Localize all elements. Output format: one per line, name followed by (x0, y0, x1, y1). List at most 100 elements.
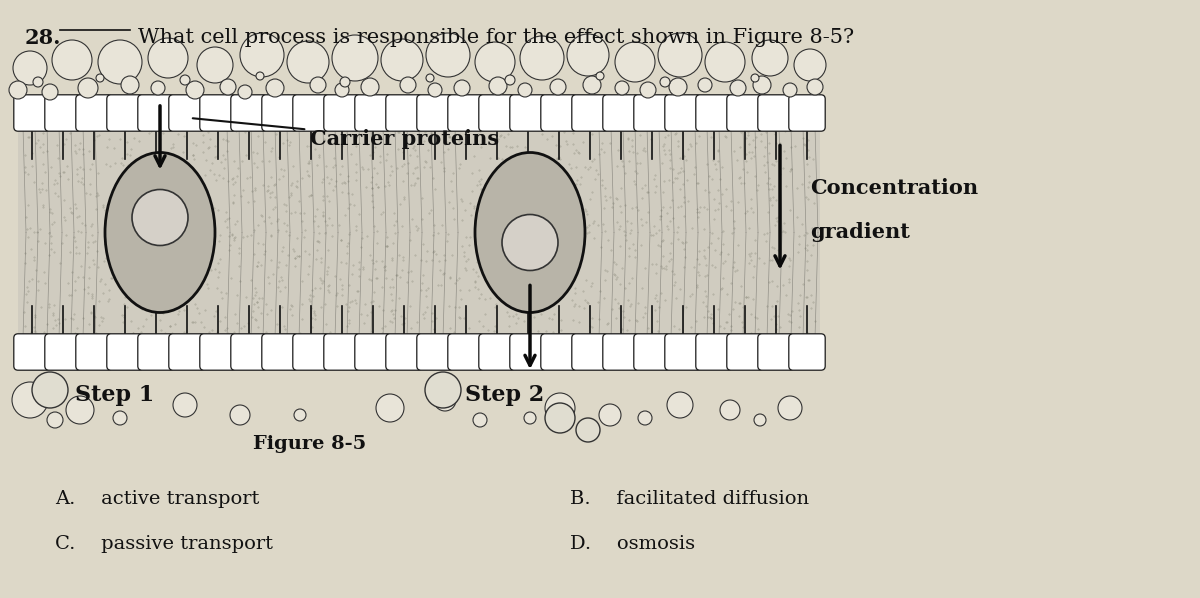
FancyBboxPatch shape (293, 334, 329, 370)
Circle shape (720, 400, 740, 420)
Circle shape (382, 39, 424, 81)
Ellipse shape (475, 152, 586, 313)
Text: What cell process is responsible for the effect shown in Figure 8-5?: What cell process is responsible for the… (138, 28, 854, 47)
Text: Step 2: Step 2 (466, 384, 545, 406)
Circle shape (502, 215, 558, 270)
FancyBboxPatch shape (541, 334, 577, 370)
Circle shape (180, 75, 190, 85)
FancyBboxPatch shape (14, 334, 50, 370)
FancyBboxPatch shape (788, 95, 826, 131)
FancyBboxPatch shape (44, 95, 82, 131)
FancyBboxPatch shape (510, 95, 546, 131)
Text: D.  osmosis: D. osmosis (570, 535, 695, 553)
Circle shape (670, 78, 686, 96)
FancyBboxPatch shape (602, 95, 640, 131)
Circle shape (426, 33, 470, 77)
FancyBboxPatch shape (355, 334, 391, 370)
FancyBboxPatch shape (541, 95, 577, 131)
Circle shape (340, 77, 350, 87)
Circle shape (583, 76, 601, 94)
FancyBboxPatch shape (138, 95, 174, 131)
Circle shape (256, 72, 264, 80)
FancyBboxPatch shape (696, 95, 732, 131)
Circle shape (42, 84, 58, 100)
Circle shape (784, 83, 797, 97)
Circle shape (640, 82, 656, 98)
Circle shape (96, 74, 104, 82)
Circle shape (148, 38, 188, 78)
Circle shape (132, 190, 188, 246)
Ellipse shape (106, 152, 215, 313)
FancyBboxPatch shape (199, 334, 236, 370)
FancyBboxPatch shape (14, 95, 50, 131)
Circle shape (78, 78, 98, 98)
Circle shape (34, 77, 43, 87)
FancyBboxPatch shape (386, 334, 422, 370)
FancyBboxPatch shape (76, 334, 113, 370)
Circle shape (335, 83, 349, 97)
Circle shape (490, 77, 508, 95)
Circle shape (754, 414, 766, 426)
Text: C.  passive transport: C. passive transport (55, 535, 274, 553)
Circle shape (658, 33, 702, 77)
FancyBboxPatch shape (169, 95, 205, 131)
Circle shape (454, 80, 470, 96)
Text: Concentration: Concentration (810, 178, 978, 197)
FancyBboxPatch shape (634, 334, 670, 370)
FancyBboxPatch shape (44, 334, 82, 370)
Circle shape (98, 40, 142, 84)
Circle shape (151, 81, 166, 95)
Text: B.  facilitated diffusion: B. facilitated diffusion (570, 490, 809, 508)
Circle shape (173, 393, 197, 417)
FancyBboxPatch shape (107, 95, 143, 131)
Circle shape (66, 396, 94, 424)
FancyBboxPatch shape (665, 95, 701, 131)
Circle shape (238, 85, 252, 99)
FancyBboxPatch shape (602, 334, 640, 370)
Circle shape (616, 42, 655, 82)
Text: 28.: 28. (25, 28, 61, 48)
Circle shape (425, 372, 461, 408)
FancyBboxPatch shape (727, 95, 763, 131)
Circle shape (616, 81, 629, 95)
FancyBboxPatch shape (788, 334, 826, 370)
FancyBboxPatch shape (199, 95, 236, 131)
FancyBboxPatch shape (571, 95, 608, 131)
Circle shape (576, 418, 600, 442)
FancyBboxPatch shape (262, 334, 298, 370)
Circle shape (660, 77, 670, 87)
Circle shape (12, 382, 48, 418)
FancyBboxPatch shape (571, 334, 608, 370)
FancyBboxPatch shape (386, 95, 422, 131)
Circle shape (121, 76, 139, 94)
Circle shape (505, 75, 515, 85)
Circle shape (10, 81, 28, 99)
Circle shape (434, 389, 456, 411)
FancyBboxPatch shape (416, 334, 454, 370)
Circle shape (778, 396, 802, 420)
FancyBboxPatch shape (416, 95, 454, 131)
Text: Carrier proteins: Carrier proteins (193, 118, 499, 149)
FancyBboxPatch shape (758, 95, 794, 131)
Circle shape (287, 41, 329, 83)
Circle shape (197, 47, 233, 83)
FancyBboxPatch shape (727, 334, 763, 370)
FancyBboxPatch shape (510, 334, 546, 370)
Text: Figure 8-5: Figure 8-5 (253, 435, 367, 453)
FancyBboxPatch shape (138, 334, 174, 370)
Circle shape (376, 394, 404, 422)
Circle shape (47, 412, 64, 428)
Circle shape (545, 403, 575, 433)
Circle shape (186, 81, 204, 99)
Circle shape (400, 77, 416, 93)
Circle shape (52, 40, 92, 80)
FancyBboxPatch shape (665, 334, 701, 370)
Circle shape (113, 411, 127, 425)
Circle shape (13, 51, 47, 85)
FancyBboxPatch shape (76, 95, 113, 131)
Circle shape (518, 83, 532, 97)
FancyBboxPatch shape (230, 334, 268, 370)
Circle shape (730, 80, 746, 96)
Circle shape (524, 412, 536, 424)
FancyBboxPatch shape (696, 334, 732, 370)
